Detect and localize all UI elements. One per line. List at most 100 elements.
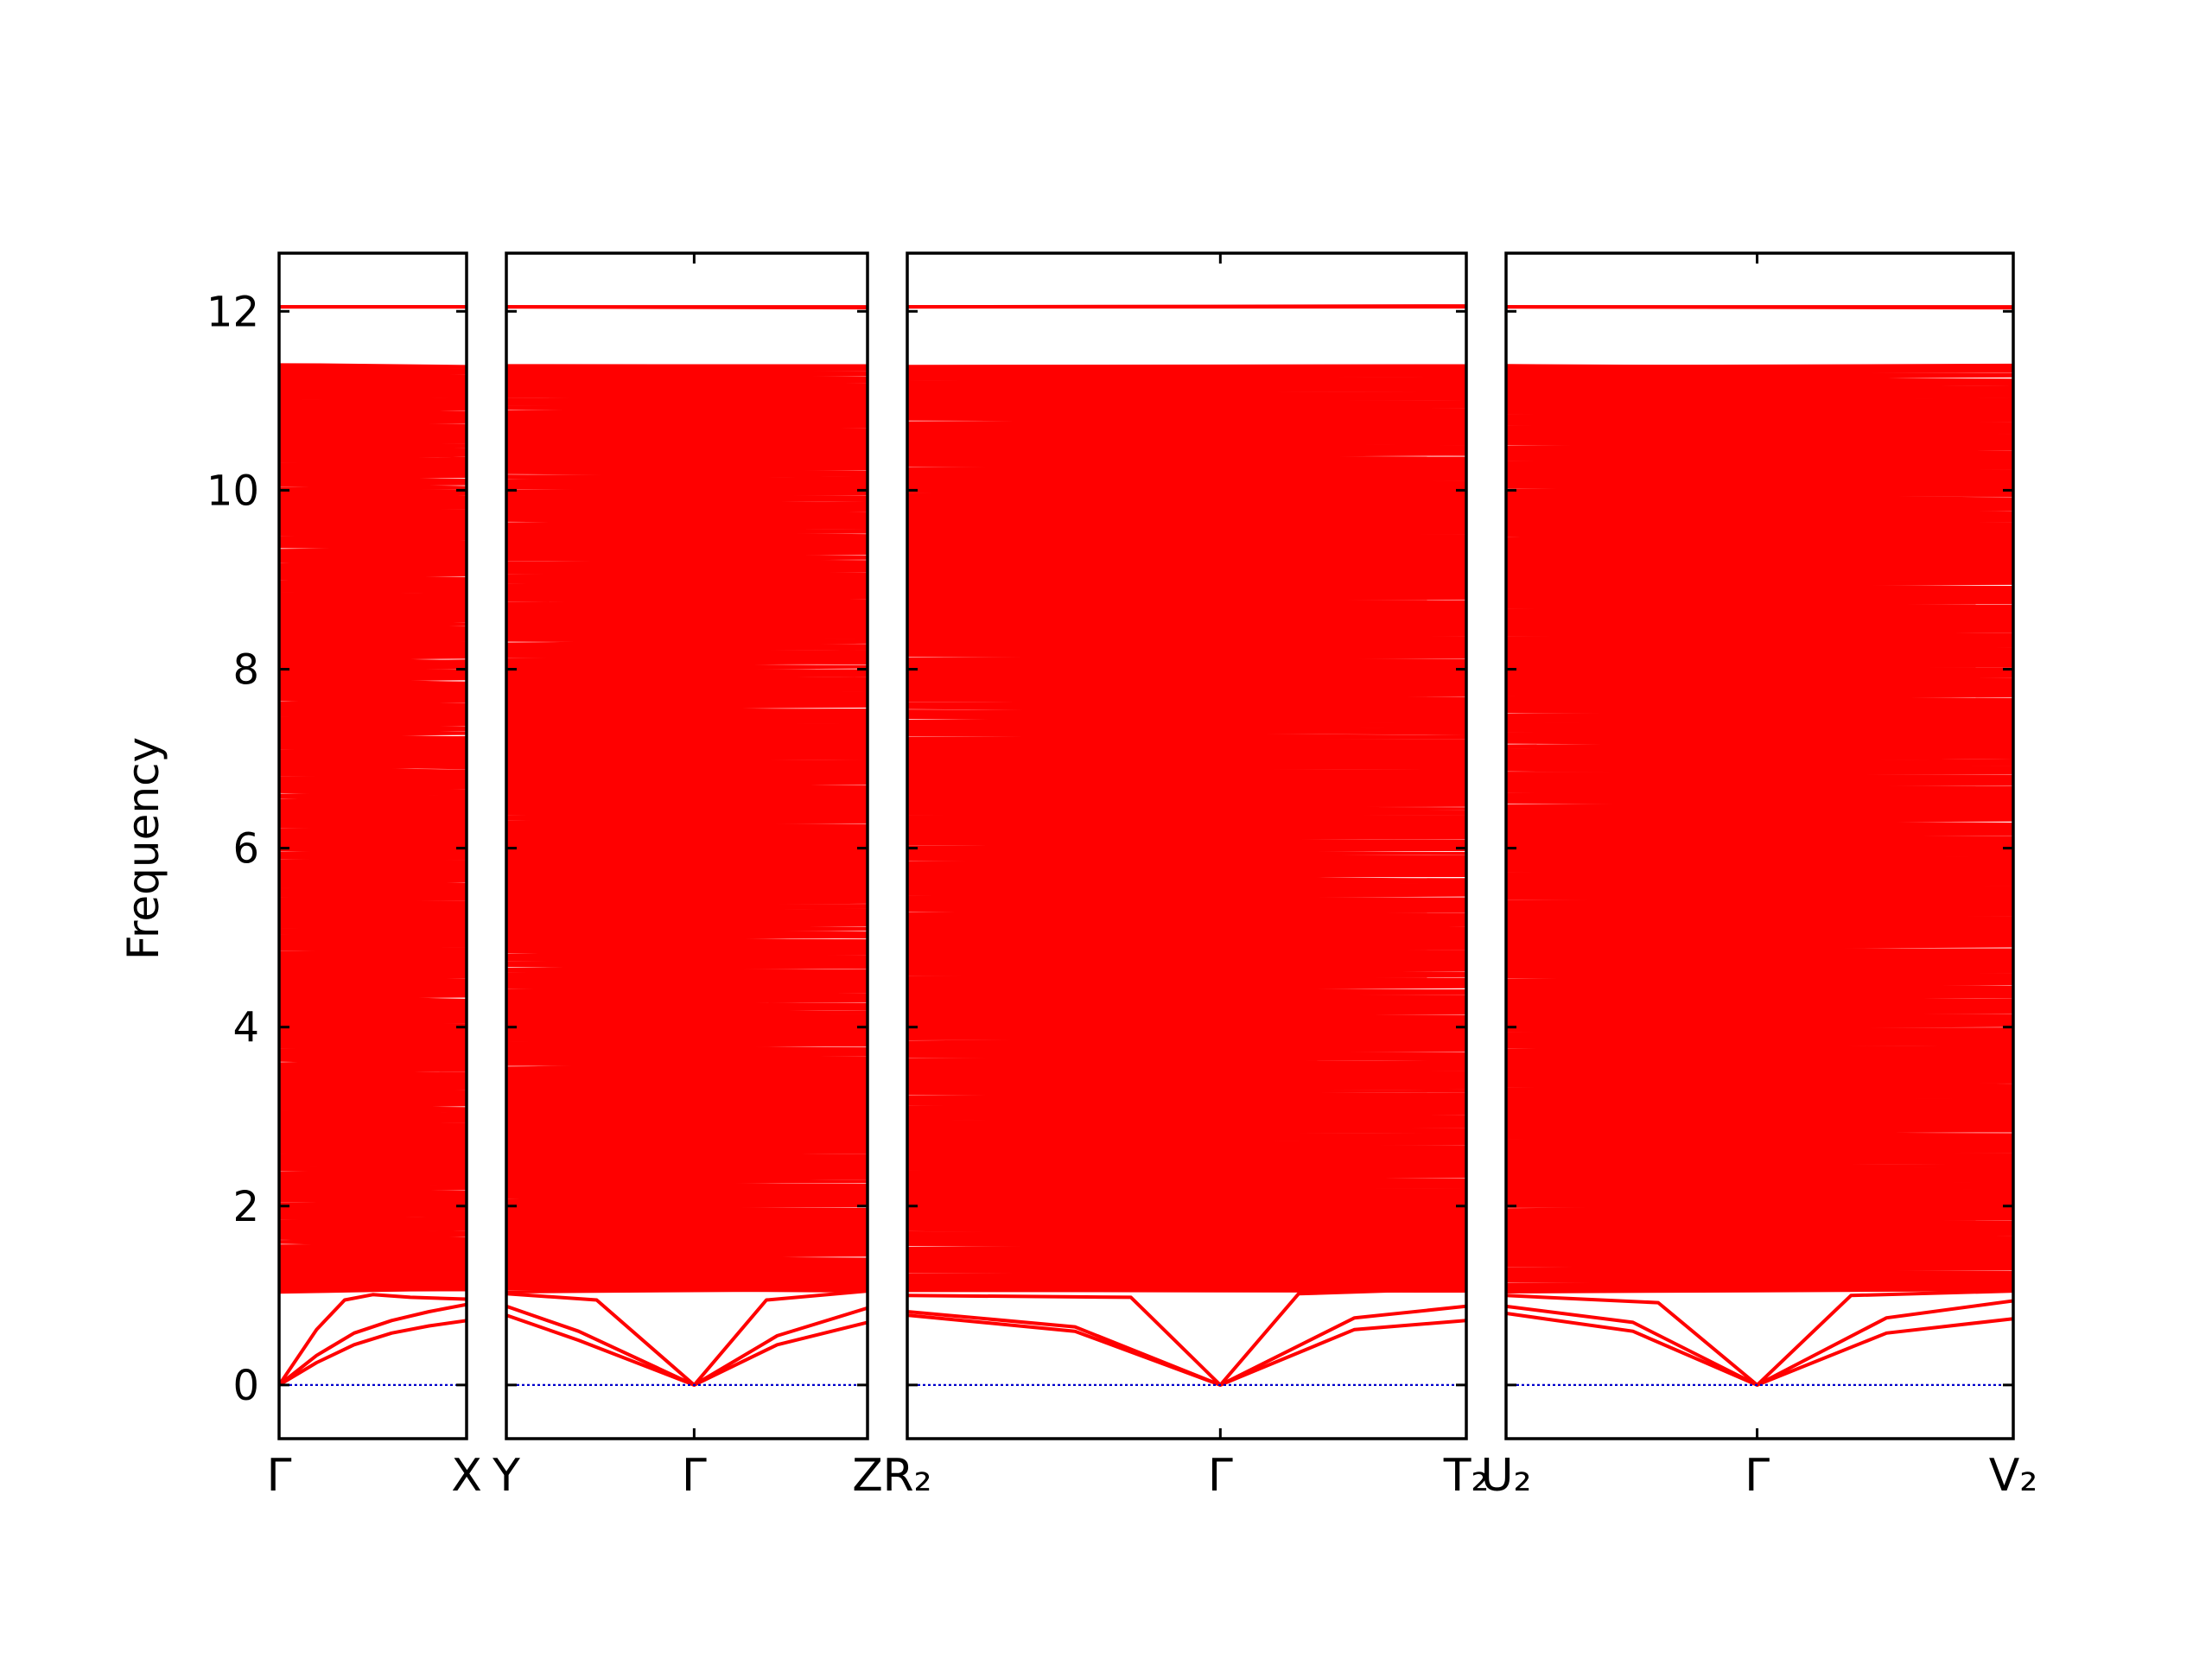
optical-band xyxy=(279,917,467,923)
kpoint-label: V₂ xyxy=(1989,1450,2037,1502)
optical-band xyxy=(506,778,868,783)
optical-band xyxy=(279,512,467,517)
optical-band xyxy=(506,1096,868,1102)
band-level-18 xyxy=(907,381,1466,386)
panel-3-bands xyxy=(1506,305,2013,1387)
optical-band xyxy=(279,1027,467,1030)
optical-band xyxy=(907,401,1466,405)
band-level-5 xyxy=(907,1225,1466,1230)
band-level-3 xyxy=(279,1262,467,1268)
band-level-14 xyxy=(907,613,1466,618)
band-level-15 xyxy=(1506,622,2013,627)
band-level-14 xyxy=(506,702,868,707)
band-level-14 xyxy=(1506,702,2013,707)
optical-band xyxy=(506,1202,868,1207)
optical-band xyxy=(279,1174,467,1179)
optical-band xyxy=(506,588,868,594)
band-level-12 xyxy=(907,774,1466,779)
optical-band xyxy=(1506,788,2013,792)
band-level-20 xyxy=(279,380,467,385)
band-level-15 xyxy=(907,533,1466,538)
optical-band xyxy=(907,663,1466,668)
optical-band xyxy=(907,651,1466,657)
panel-2-bands xyxy=(907,304,1466,1387)
y-axis-label: Frequency xyxy=(118,737,168,960)
optical-band xyxy=(1506,985,2013,990)
band-level-8 xyxy=(1506,1158,2013,1164)
optical-band xyxy=(279,606,467,611)
kpoint-label: Γ xyxy=(267,1450,292,1502)
optical-band xyxy=(506,1236,868,1240)
optical-band xyxy=(506,792,868,798)
optical-band xyxy=(279,789,467,793)
optical-band xyxy=(907,462,1466,467)
optical-band xyxy=(907,550,1466,555)
optical-band xyxy=(907,924,1466,929)
band-level-3 xyxy=(907,1253,1466,1258)
optical-band xyxy=(506,1249,868,1254)
optical-band xyxy=(279,1125,467,1129)
optical-band xyxy=(1506,818,2013,823)
optical-band xyxy=(907,556,1466,561)
optical-band xyxy=(907,464,1466,470)
optical-band xyxy=(907,364,1466,368)
panel-0-bands xyxy=(279,305,467,1387)
band-level-18 xyxy=(279,480,467,485)
band-level-17 xyxy=(506,479,868,484)
optical-band xyxy=(279,1133,467,1139)
optical-band xyxy=(506,790,868,795)
kpoint-label: R₂ xyxy=(883,1450,932,1502)
optical-band xyxy=(506,465,868,471)
optical-band xyxy=(279,737,467,743)
optical-band xyxy=(907,1068,1466,1072)
panel-frame xyxy=(505,251,869,1440)
optical-band xyxy=(279,383,467,387)
optical-band xyxy=(279,698,467,703)
acoustic-gap xyxy=(506,1295,868,1387)
band-level-18 xyxy=(506,416,868,422)
optical-band xyxy=(506,1052,868,1057)
optical-band xyxy=(907,1247,1466,1252)
y-tick-label: 4 xyxy=(232,1004,259,1052)
optical-band xyxy=(506,918,868,923)
optical-band xyxy=(506,683,868,687)
optical-band xyxy=(907,648,1466,652)
optical-band xyxy=(907,467,1466,473)
lowest-optical-band xyxy=(907,1282,1466,1288)
y-tick-label: 2 xyxy=(232,1183,259,1231)
optical-band xyxy=(279,527,467,531)
kpoint-label: T₂ xyxy=(1443,1450,1490,1502)
optical-band xyxy=(279,760,467,766)
band-level-5 xyxy=(1506,1225,2013,1230)
optical-band xyxy=(279,741,467,747)
band-level-18 xyxy=(1506,416,2013,422)
acoustic-branch-TA2 xyxy=(279,1319,467,1387)
acoustic-gap xyxy=(1506,1295,2013,1387)
band-gap xyxy=(907,311,1466,364)
optical-band xyxy=(506,537,868,542)
optical-band xyxy=(279,1035,467,1039)
optical-band xyxy=(279,984,467,989)
optical-band xyxy=(279,937,467,942)
optical-band xyxy=(907,676,1466,680)
optical-band xyxy=(506,919,868,925)
band-level-9 xyxy=(1506,1078,2013,1084)
band-level-5 xyxy=(506,1230,868,1235)
band-level-3 xyxy=(506,1257,868,1262)
band-level-21 xyxy=(279,367,467,372)
optical-band xyxy=(506,432,868,437)
optical-band xyxy=(1506,924,2013,929)
optical-band xyxy=(506,880,868,887)
band-level-20 xyxy=(1506,366,2013,372)
band-level-9 xyxy=(907,1083,1466,1089)
band-level-8 xyxy=(907,1141,1466,1146)
band-level-3 xyxy=(1506,1253,2013,1258)
optical-band xyxy=(907,766,1466,771)
lowest-optical-band xyxy=(279,1282,467,1288)
band-level-17 xyxy=(1506,479,2013,484)
band-level-12 xyxy=(279,980,467,985)
band-level-8 xyxy=(506,1172,868,1177)
optical-band xyxy=(279,362,467,368)
band-level-6 xyxy=(506,1217,868,1223)
